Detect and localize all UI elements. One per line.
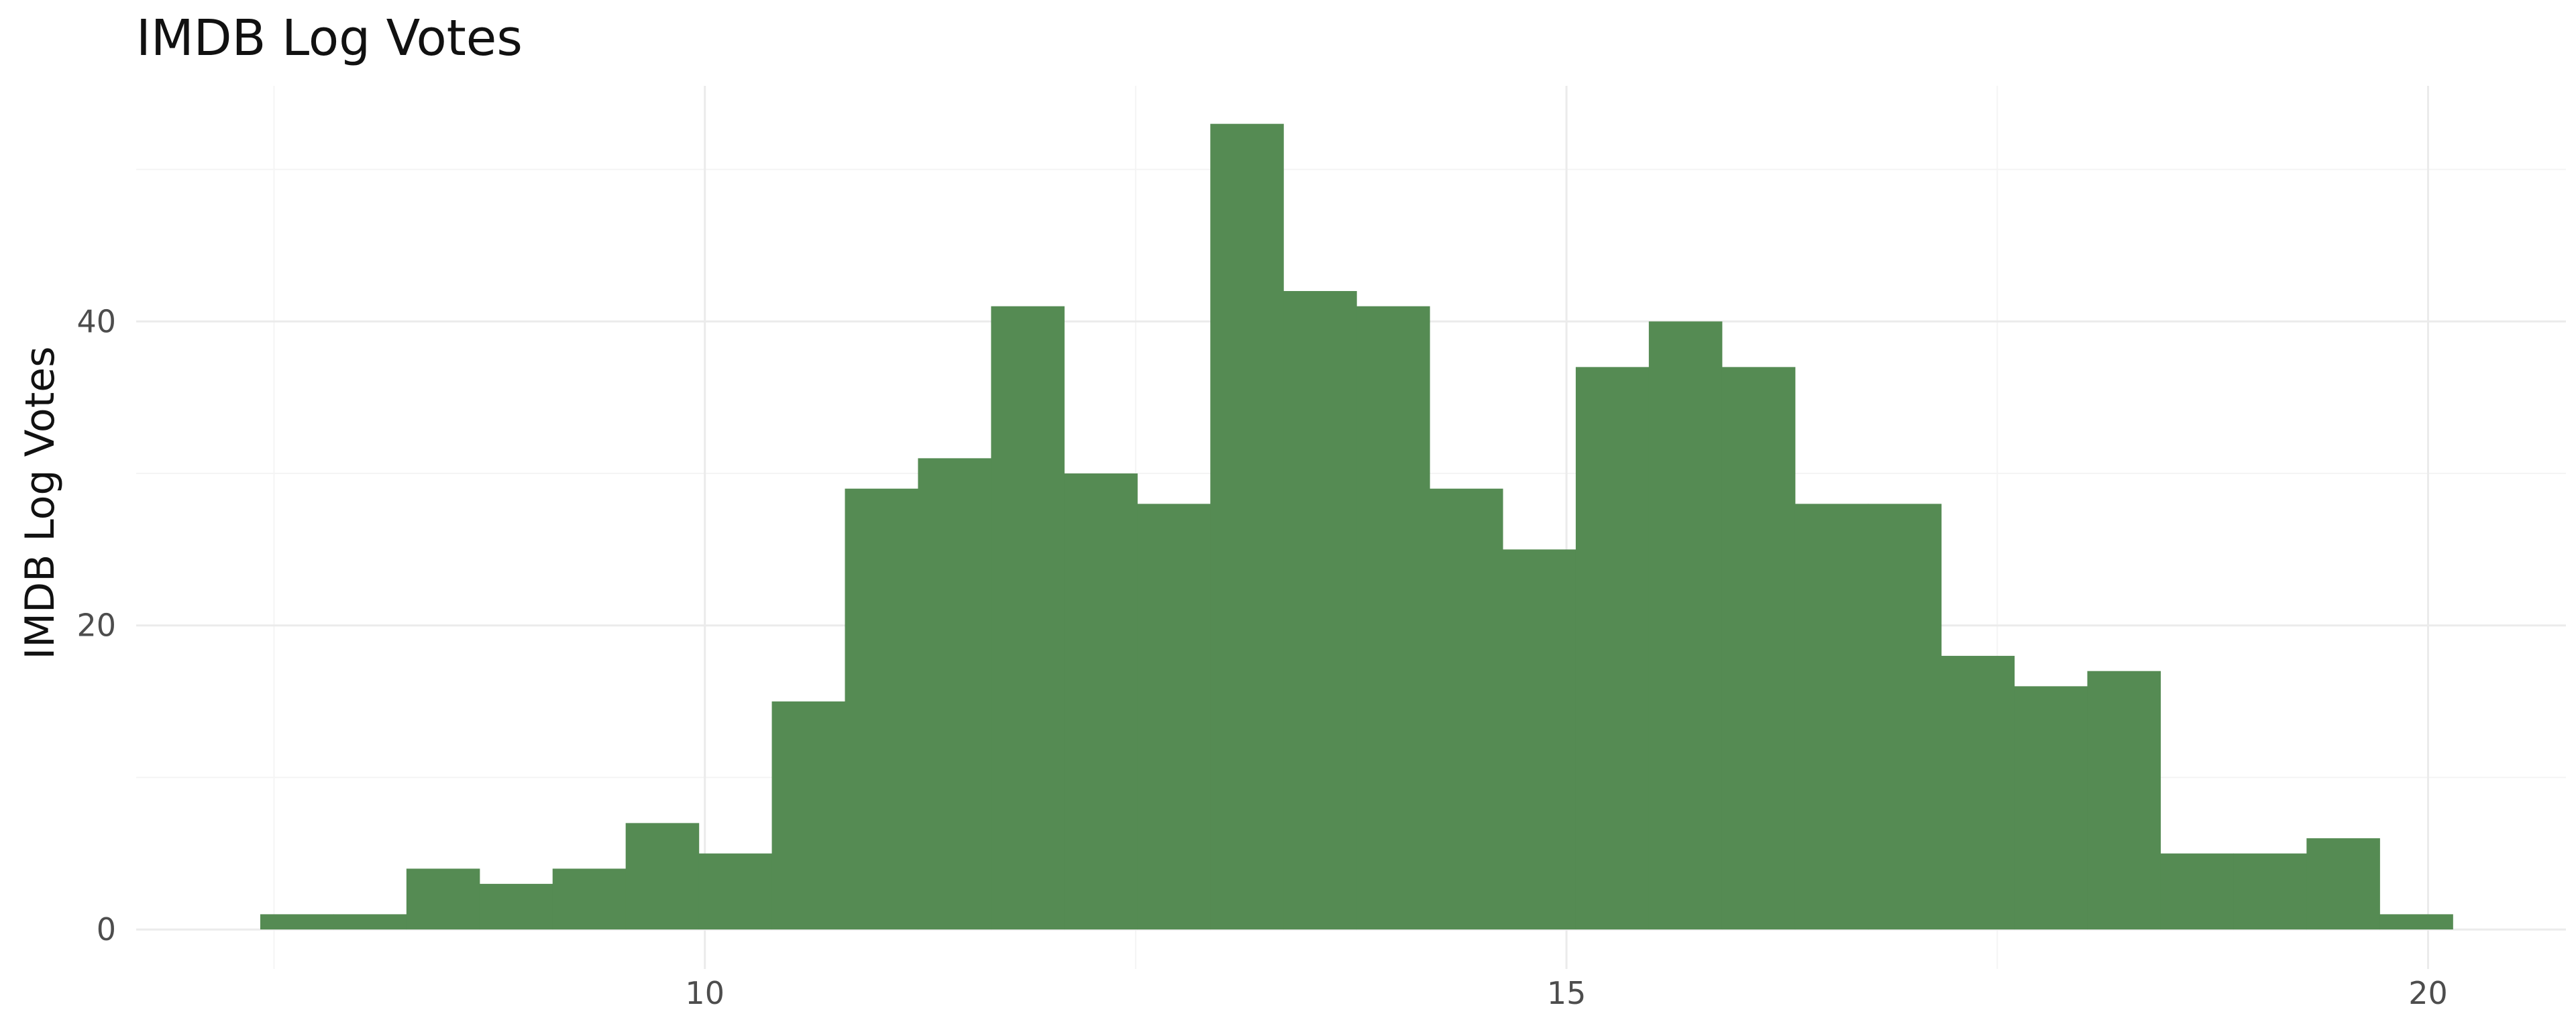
histogram-bar [1575,367,1650,930]
histogram-bar [625,823,700,930]
y-tick-label: 20 [76,608,116,644]
histogram-bar [1502,549,1576,930]
x-tick-label: 15 [1547,975,1587,1011]
histogram-bar [2160,853,2235,930]
axis-ticks: 10 15 20 0 20 40 [76,303,2447,1011]
y-axis-label: IMDB Log Votes [17,347,64,660]
histogram-bar [406,868,480,930]
histogram-bar [845,488,919,930]
x-tick-label: 10 [685,975,724,1011]
histogram-bar [2014,686,2088,930]
histogram-bar [1430,488,1503,930]
histogram-bar [2233,853,2307,930]
histogram-bar [771,701,846,930]
x-tick-label: 20 [2408,975,2448,1011]
histogram-bar [552,868,627,930]
histogram-bar [1064,473,1138,930]
histogram-bar [1941,656,2015,930]
histogram-bars [260,123,2453,930]
histogram-bar [2306,838,2380,930]
histogram-bar [1356,306,1430,930]
histogram-bar [1210,123,1284,930]
chart-title: IMDB Log Votes [136,9,523,67]
histogram-bar [2087,671,2161,930]
histogram-bar [1137,504,1211,930]
histogram-bar [1868,504,1942,930]
y-tick-label: 0 [97,911,116,948]
histogram-bar [479,884,553,930]
histogram-bar [1283,291,1357,930]
histogram-bar [991,306,1065,930]
histogram-bar [333,914,407,930]
histogram-bar [2379,914,2453,930]
y-tick-label: 40 [76,303,116,339]
histogram-bar [698,853,773,930]
histogram-bar [1721,367,1796,930]
histogram-bar [1648,321,1723,930]
histogram-bar [918,458,991,930]
histogram-bar [260,914,334,930]
histogram-bar [1794,504,1869,930]
